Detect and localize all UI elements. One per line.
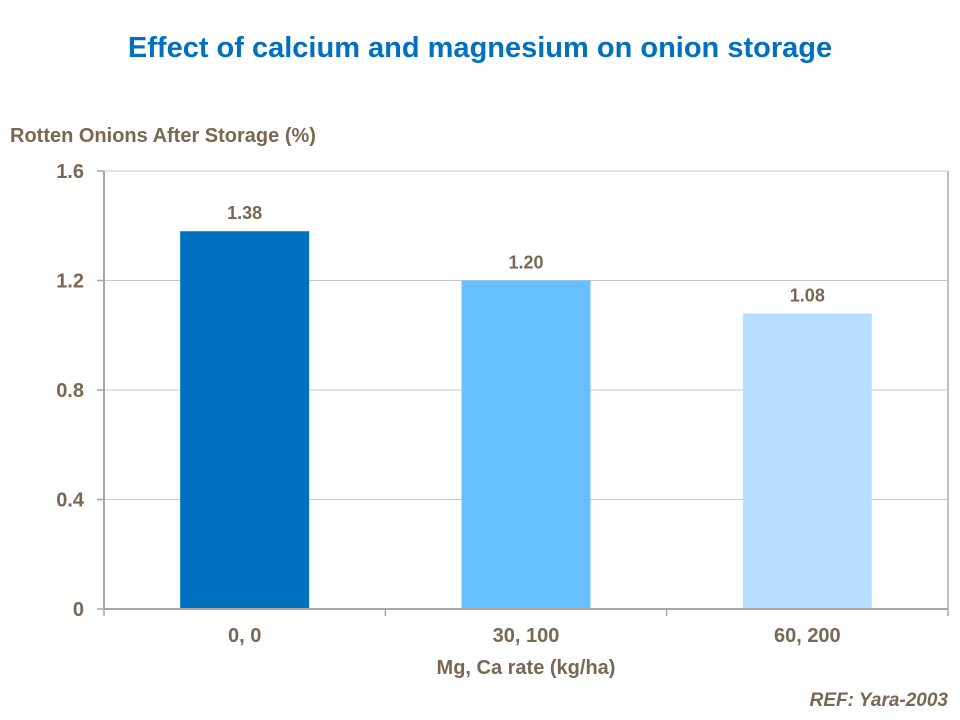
bar — [742, 313, 872, 609]
x-axis-label: Mg, Ca rate (kg/ha) — [437, 657, 616, 679]
x-tick-label: 60, 200 — [774, 625, 841, 647]
y-tick-label: 0.8 — [56, 380, 84, 402]
y-tick-label: 1.2 — [56, 271, 84, 293]
y-tick-label: 0.4 — [56, 490, 85, 512]
data-label: 1.20 — [508, 253, 543, 273]
y-tick-label: 0 — [73, 599, 84, 621]
x-tick-label: 30, 100 — [493, 625, 560, 647]
y-axis-label: Rotten Onions After Storage (%) — [10, 125, 316, 147]
bar — [180, 231, 310, 609]
y-tick-label: 1.6 — [56, 161, 84, 183]
reference-note: REF: Yara-2003 — [809, 690, 948, 711]
data-label: 1.08 — [790, 285, 825, 305]
chart-title: Effect of calcium and magnesium on onion… — [127, 32, 833, 64]
x-tick-label: 0, 0 — [228, 625, 261, 647]
data-label: 1.38 — [227, 203, 262, 223]
bar — [461, 280, 591, 609]
